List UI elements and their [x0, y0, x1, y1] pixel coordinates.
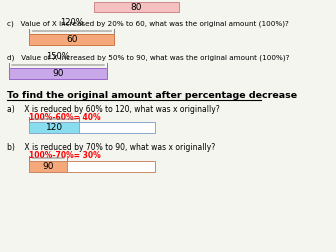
Text: c)   Value of X increased by 20% to 60, what was the original amount (100%)?: c) Value of X increased by 20% to 60, wh…: [7, 21, 289, 27]
Text: 90: 90: [42, 162, 54, 171]
Text: 100%-70%= 30%: 100%-70%= 30%: [30, 151, 101, 161]
Text: d)   Value of X increased by 50% to 90, what was the original amount (100%)?: d) Value of X increased by 50% to 90, wh…: [7, 55, 290, 61]
FancyBboxPatch shape: [30, 122, 155, 133]
Text: 120: 120: [45, 123, 62, 132]
FancyBboxPatch shape: [30, 161, 155, 172]
Text: 120%: 120%: [60, 18, 84, 27]
FancyBboxPatch shape: [94, 2, 179, 12]
FancyBboxPatch shape: [9, 68, 107, 79]
Text: b)    X is reduced by 70% to 90, what was x originally?: b) X is reduced by 70% to 90, what was x…: [7, 143, 215, 152]
FancyBboxPatch shape: [30, 122, 79, 133]
Text: 100%-60%= 40%: 100%-60%= 40%: [30, 112, 101, 121]
Text: 90: 90: [52, 69, 64, 78]
Text: a)    X is reduced by 60% to 120, what was x originally?: a) X is reduced by 60% to 120, what was …: [7, 105, 220, 113]
FancyBboxPatch shape: [30, 34, 114, 45]
Text: 60: 60: [66, 35, 78, 44]
Text: To find the original amount after percentage decrease: To find the original amount after percen…: [7, 90, 297, 100]
FancyBboxPatch shape: [30, 161, 67, 172]
Text: 150%: 150%: [46, 52, 70, 61]
Text: 80: 80: [130, 3, 142, 12]
